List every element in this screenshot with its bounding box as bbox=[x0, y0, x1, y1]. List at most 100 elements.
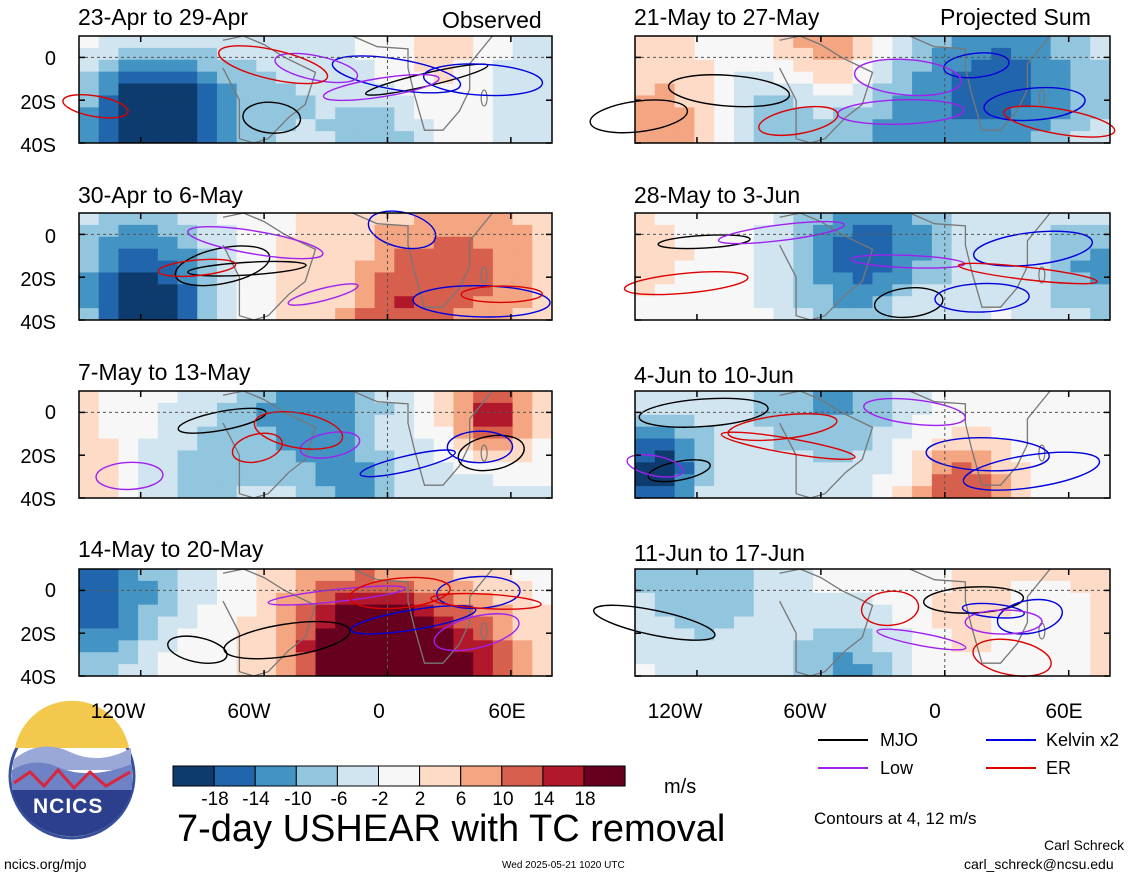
shear-cell bbox=[694, 260, 715, 273]
shear-cell bbox=[635, 71, 656, 85]
shear-cell bbox=[951, 95, 972, 108]
shear-cell bbox=[315, 569, 336, 582]
shear-cell bbox=[694, 107, 715, 120]
colorbar-tick: 2 bbox=[414, 789, 426, 810]
shear-cell bbox=[236, 640, 257, 653]
shear-cell bbox=[832, 604, 854, 618]
shear-cell bbox=[394, 402, 415, 416]
shear-cell bbox=[674, 296, 695, 309]
shear-cell bbox=[1070, 95, 1091, 108]
shear-cell bbox=[394, 308, 415, 321]
shear-cell bbox=[414, 616, 435, 629]
shear-cell bbox=[832, 592, 854, 606]
shear-cell bbox=[276, 36, 297, 49]
shear-cell bbox=[276, 95, 297, 108]
shear-cell bbox=[118, 284, 139, 297]
map-panel-prj2 bbox=[623, 212, 1111, 321]
shear-cell bbox=[118, 272, 139, 285]
shear-cell bbox=[335, 224, 356, 238]
shear-cell bbox=[335, 450, 356, 463]
shear-cell bbox=[79, 308, 100, 321]
shear-cell bbox=[912, 462, 933, 475]
shear-cell bbox=[753, 213, 775, 226]
shear-cell bbox=[157, 284, 179, 297]
shear-cell bbox=[694, 296, 715, 309]
shear-cell bbox=[453, 391, 474, 404]
shear-cell bbox=[733, 569, 755, 582]
shear-cell bbox=[872, 402, 893, 416]
shear-cell bbox=[197, 474, 218, 487]
shear-cell bbox=[1090, 616, 1111, 629]
shear-cell bbox=[453, 486, 474, 499]
shear-cell bbox=[532, 438, 553, 451]
shear-cell bbox=[1090, 47, 1111, 61]
shear-cell bbox=[315, 604, 336, 618]
shear-cell bbox=[872, 95, 893, 108]
shear-cell bbox=[832, 628, 854, 641]
shear-cell bbox=[1030, 391, 1052, 404]
shear-cell bbox=[832, 248, 854, 262]
shear-cell bbox=[157, 616, 179, 629]
shear-cell bbox=[374, 213, 395, 226]
shear-cell bbox=[931, 652, 953, 665]
shear-cell bbox=[635, 640, 656, 653]
shear-cell bbox=[138, 438, 159, 451]
shear-cell bbox=[1090, 426, 1111, 440]
shear-cell bbox=[197, 604, 218, 618]
shear-cell bbox=[473, 592, 494, 606]
shear-cell bbox=[1050, 664, 1071, 677]
coastline-south-america bbox=[779, 35, 874, 144]
shear-cell bbox=[473, 450, 494, 463]
shear-cell bbox=[414, 628, 435, 641]
shear-cell bbox=[532, 664, 553, 677]
shear-cell bbox=[118, 71, 139, 85]
shear-cell bbox=[832, 486, 854, 499]
shear-cell bbox=[852, 580, 873, 594]
shear-cell bbox=[694, 580, 715, 594]
shear-cell bbox=[138, 652, 159, 665]
shear-cell bbox=[512, 296, 533, 309]
shear-cell bbox=[832, 296, 854, 309]
shear-cell bbox=[157, 119, 179, 132]
shear-cell bbox=[276, 628, 297, 641]
shear-cell bbox=[79, 640, 100, 653]
shear-cell bbox=[1050, 71, 1071, 85]
shear-cell bbox=[951, 438, 972, 451]
shear-cell bbox=[177, 131, 198, 144]
shear-cell bbox=[374, 296, 395, 309]
shear-cell bbox=[832, 450, 854, 463]
shear-cell bbox=[315, 59, 336, 73]
shear-cell bbox=[335, 95, 356, 108]
shear-cell bbox=[335, 391, 356, 404]
shear-cell bbox=[674, 47, 695, 61]
shear-cell bbox=[793, 119, 814, 132]
shear-cell bbox=[714, 450, 735, 463]
coastline-madagascar bbox=[480, 89, 488, 107]
shear-cell bbox=[1070, 592, 1091, 606]
shear-cell bbox=[335, 604, 356, 618]
shear-cell bbox=[157, 36, 179, 49]
shear-cell bbox=[79, 402, 100, 416]
shear-cell bbox=[813, 450, 834, 463]
shear-cell bbox=[295, 592, 316, 606]
shear-cell bbox=[674, 107, 695, 120]
shear-cell bbox=[276, 426, 297, 440]
shear-cell bbox=[773, 402, 794, 416]
shear-cell bbox=[635, 664, 656, 677]
shear-cell bbox=[394, 592, 415, 606]
shear-cell bbox=[813, 83, 834, 96]
shear-cell bbox=[492, 107, 514, 120]
shear-cell bbox=[793, 450, 814, 463]
shear-cell bbox=[532, 71, 553, 85]
shear-cell bbox=[256, 391, 277, 404]
shear-cell bbox=[1070, 426, 1091, 440]
shear-cell bbox=[635, 213, 656, 226]
shear-cell bbox=[654, 438, 676, 451]
shear-cell bbox=[635, 272, 656, 285]
shear-cell bbox=[216, 592, 238, 606]
shear-cell bbox=[674, 628, 695, 641]
shear-cell bbox=[832, 569, 854, 582]
shear-cell bbox=[714, 391, 735, 404]
shear-cell bbox=[892, 462, 913, 475]
